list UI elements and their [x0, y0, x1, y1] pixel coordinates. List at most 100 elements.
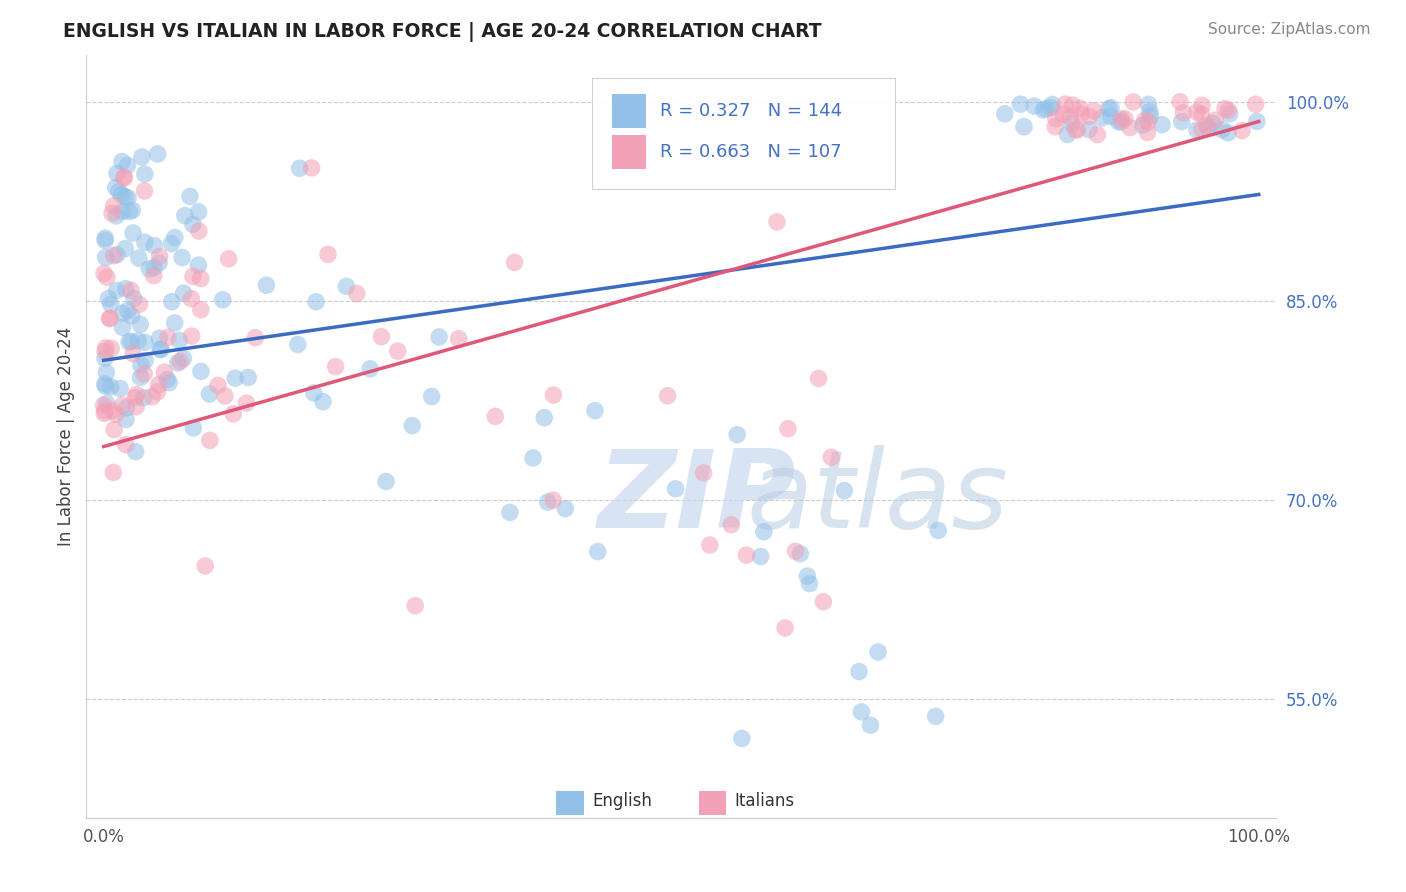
- Point: [799, 576, 821, 591]
- Point: [813, 595, 835, 609]
- Point: [129, 358, 152, 372]
- Point: [1244, 97, 1267, 112]
- Point: [924, 709, 946, 723]
- Point: [121, 203, 143, 218]
- Point: [499, 505, 522, 519]
- Point: [142, 268, 165, 283]
- Point: [1099, 101, 1122, 115]
- Point: [235, 396, 257, 410]
- Point: [1083, 103, 1105, 118]
- Point: [312, 394, 335, 409]
- Point: [169, 334, 191, 348]
- Bar: [612, 94, 645, 128]
- Point: [789, 547, 811, 561]
- Point: [169, 354, 191, 368]
- Point: [187, 258, 209, 272]
- Point: [1114, 112, 1136, 126]
- Point: [198, 434, 221, 448]
- Point: [194, 558, 217, 573]
- Point: [117, 303, 139, 318]
- Point: [128, 297, 150, 311]
- Point: [218, 252, 240, 266]
- Point: [100, 297, 122, 311]
- Point: [554, 501, 576, 516]
- Y-axis label: In Labor Force | Age 20-24: In Labor Force | Age 20-24: [58, 327, 75, 546]
- Point: [1204, 113, 1226, 128]
- Point: [834, 483, 856, 498]
- Point: [1137, 97, 1160, 112]
- Point: [1066, 123, 1088, 137]
- Point: [94, 379, 117, 393]
- Point: [142, 260, 165, 275]
- Point: [121, 309, 143, 323]
- Text: R = 0.663   N = 107: R = 0.663 N = 107: [659, 143, 841, 161]
- Point: [1054, 97, 1077, 112]
- Point: [543, 388, 565, 402]
- Point: [1202, 116, 1225, 130]
- Point: [118, 204, 141, 219]
- Point: [143, 238, 166, 252]
- Point: [868, 645, 890, 659]
- Point: [302, 385, 325, 400]
- Point: [118, 334, 141, 349]
- Point: [335, 279, 357, 293]
- Point: [114, 242, 136, 256]
- Point: [404, 599, 426, 613]
- Point: [122, 226, 145, 240]
- Point: [149, 250, 172, 264]
- Point: [103, 466, 125, 480]
- Point: [115, 401, 138, 415]
- Point: [222, 407, 245, 421]
- Point: [316, 247, 339, 261]
- Point: [111, 154, 134, 169]
- Point: [98, 311, 121, 326]
- Point: [166, 356, 188, 370]
- Point: [484, 409, 506, 424]
- Point: [124, 391, 146, 405]
- Point: [1213, 102, 1236, 116]
- Point: [796, 569, 818, 583]
- Point: [183, 421, 205, 435]
- Point: [125, 400, 148, 414]
- Point: [127, 334, 149, 348]
- Point: [1168, 95, 1191, 109]
- Point: [163, 316, 186, 330]
- Point: [105, 166, 128, 180]
- Point: [807, 371, 830, 385]
- Point: [96, 396, 118, 410]
- Point: [131, 150, 153, 164]
- Point: [101, 206, 124, 220]
- Point: [994, 107, 1017, 121]
- Point: [129, 318, 152, 332]
- Point: [1099, 110, 1122, 124]
- Point: [103, 249, 125, 263]
- Point: [1219, 107, 1241, 121]
- Point: [1098, 102, 1121, 116]
- Point: [1185, 105, 1208, 120]
- Text: Italians: Italians: [735, 792, 794, 810]
- Point: [1139, 104, 1161, 119]
- Point: [187, 224, 209, 238]
- Point: [111, 398, 134, 412]
- Point: [785, 544, 807, 558]
- Point: [181, 269, 204, 284]
- Point: [97, 292, 120, 306]
- Point: [120, 334, 142, 349]
- Point: [537, 495, 560, 509]
- Point: [288, 161, 311, 176]
- Point: [103, 423, 125, 437]
- Point: [134, 353, 156, 368]
- Point: [104, 407, 127, 421]
- Point: [157, 376, 180, 390]
- Point: [665, 482, 688, 496]
- Point: [146, 384, 169, 399]
- Point: [100, 380, 122, 394]
- Point: [1119, 120, 1142, 135]
- Point: [101, 403, 124, 417]
- Point: [254, 278, 277, 293]
- Point: [731, 731, 754, 746]
- Point: [224, 371, 246, 385]
- Point: [94, 344, 117, 359]
- Point: [1218, 103, 1240, 118]
- Point: [153, 365, 176, 379]
